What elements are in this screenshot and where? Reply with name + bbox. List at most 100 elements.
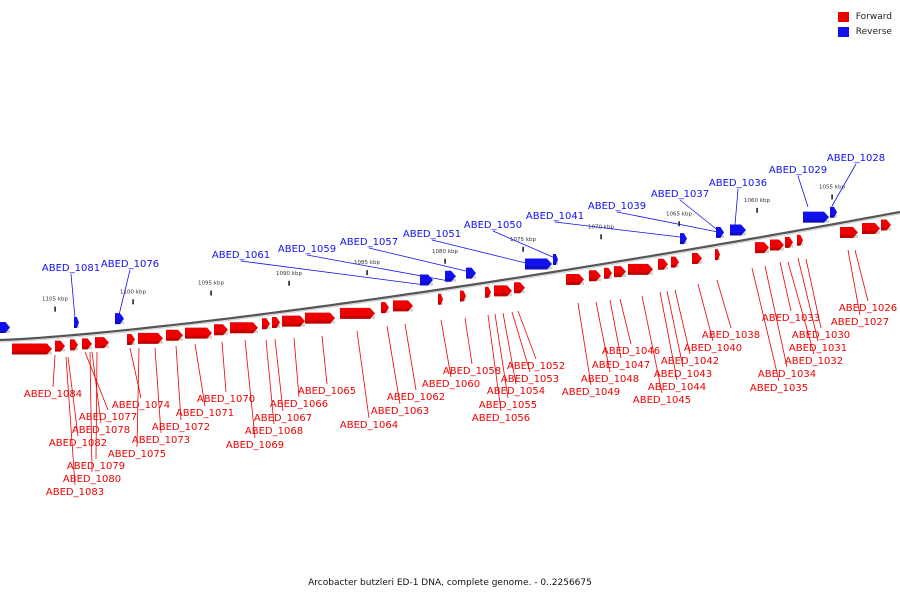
forward-gene-leader — [356, 330, 370, 419]
forward-gene-label: ABED_1069 — [226, 440, 284, 451]
forward-gene-block — [340, 307, 375, 319]
forward-gene-leader — [854, 249, 869, 302]
forward-gene-label: ABED_1049 — [562, 387, 620, 398]
forward-gene-label: ABED_1060 — [422, 379, 480, 390]
reverse-gene-label: ABED_1041 — [526, 211, 584, 222]
scale-tick-label: 1085 kbp — [354, 260, 380, 266]
legend-label-forward: Forward — [855, 11, 892, 22]
genome-backbone-shadow — [0, 213, 900, 343]
scale-tick — [678, 221, 680, 227]
forward-gene-leader — [847, 249, 861, 316]
forward-gene-label: ABED_1084 — [24, 389, 82, 400]
forward-gene-leader — [440, 319, 452, 378]
scale-tick — [366, 270, 368, 276]
forward-gene-block-shade — [82, 346, 92, 350]
forward-gene-label: ABED_1065 — [298, 386, 356, 397]
reverse-gene-leader — [492, 230, 556, 259]
scale-tick — [54, 306, 56, 312]
forward-gene-block — [881, 219, 891, 231]
reverse-gene-leader — [240, 260, 426, 286]
reverse-gene-label: ABED_1081 — [42, 263, 100, 274]
forward-gene-label: ABED_1031 — [789, 343, 847, 354]
forward-gene-block — [393, 300, 413, 312]
scale-tick — [756, 207, 758, 213]
forward-gene-label: ABED_1074 — [112, 400, 170, 411]
forward-gene-label: ABED_1042 — [661, 356, 719, 367]
forward-gene-label: ABED_1058 — [443, 366, 501, 377]
reverse-gene-leader — [616, 211, 719, 233]
forward-gene-label: ABED_1046 — [602, 346, 660, 357]
forward-gene-leader — [265, 339, 275, 425]
reverse-gene-block — [716, 226, 724, 238]
forward-gene-label: ABED_1071 — [176, 408, 234, 419]
reverse-gene-block-shade — [74, 325, 79, 329]
reverse-gene-label: ABED_1059 — [278, 244, 336, 255]
forward-gene-label: ABED_1044 — [648, 382, 706, 393]
forward-gene-block — [460, 290, 466, 302]
reverse-gene-block — [730, 224, 746, 236]
forward-gene-block — [671, 256, 679, 268]
forward-gene-block — [262, 318, 270, 330]
forward-gene-block-shade — [438, 301, 443, 305]
reverse-gene-block-shade — [525, 266, 552, 270]
reverse-gene-label: ABED_1057 — [340, 237, 398, 248]
forward-gene-block-shade — [262, 326, 270, 330]
forward-gene-label: ABED_1078 — [72, 425, 130, 436]
reverse-gene-block-shade — [420, 282, 433, 286]
forward-gene-leader — [404, 323, 417, 391]
reverse-swatch-icon — [837, 26, 849, 37]
forward-swatch-icon — [837, 11, 849, 22]
forward-gene-block-shade — [485, 294, 491, 298]
forward-gene-label: ABED_1080 — [63, 474, 121, 485]
forward-gene-block-shade — [514, 290, 525, 294]
forward-gene-block — [438, 293, 443, 305]
forward-gene-block — [230, 322, 258, 334]
forward-gene-block-shade — [185, 335, 212, 339]
forward-gene-block-shade — [393, 308, 413, 312]
forward-gene-block — [628, 263, 653, 275]
reverse-gene-block-shade — [830, 214, 837, 218]
reverse-gene-block — [830, 206, 837, 218]
forward-gene-label: ABED_1026 — [839, 303, 897, 314]
forward-gene-block-shade — [272, 324, 280, 328]
forward-gene-block — [138, 332, 163, 344]
forward-gene-label: ABED_1038 — [702, 330, 760, 341]
forward-gene-leader — [502, 312, 517, 385]
forward-gene-leader — [787, 261, 815, 355]
forward-gene-leader — [136, 347, 140, 448]
forward-gene-block-shade — [282, 323, 305, 327]
forward-gene-block-shade — [715, 257, 720, 261]
reverse-gene-block — [525, 258, 552, 270]
reverse-gene-label: ABED_1037 — [651, 189, 709, 200]
forward-gene-leader — [293, 337, 300, 398]
forward-gene-label: ABED_1047 — [592, 360, 650, 371]
forward-gene-leader — [464, 317, 473, 365]
forward-gene-leader — [321, 335, 328, 385]
forward-gene-label: ABED_1070 — [197, 394, 255, 405]
forward-gene-block-shade — [658, 266, 668, 270]
forward-gene-block-shade — [671, 264, 679, 268]
forward-gene-block — [840, 226, 858, 238]
forward-gene-block-shade — [55, 348, 65, 352]
forward-gene-leader — [95, 351, 98, 460]
reverse-gene-block — [74, 317, 79, 329]
forward-gene-label: ABED_1033 — [762, 313, 820, 324]
forward-gene-label: ABED_1064 — [340, 420, 398, 431]
reverse-gene-leader — [118, 269, 131, 316]
reverse-gene-block-shade — [803, 219, 829, 223]
forward-gene-label: ABED_1055 — [479, 400, 537, 411]
forward-gene-block — [272, 316, 280, 328]
scale-tick — [600, 234, 602, 240]
forward-gene-label: ABED_1035 — [750, 383, 808, 394]
genome-backbone — [0, 210, 900, 342]
forward-gene-block-shade — [138, 340, 163, 344]
forward-gene-block — [589, 270, 601, 282]
forward-gene-label: ABED_1073 — [132, 435, 190, 446]
scale-tick — [132, 299, 134, 305]
forward-gene-block — [494, 285, 512, 297]
reverse-gene-block-shade — [680, 241, 687, 245]
forward-gene-leader — [89, 351, 93, 473]
forward-gene-leader — [244, 339, 256, 439]
reverse-gene-leader — [431, 239, 531, 265]
forward-gene-block-shade — [692, 261, 702, 265]
